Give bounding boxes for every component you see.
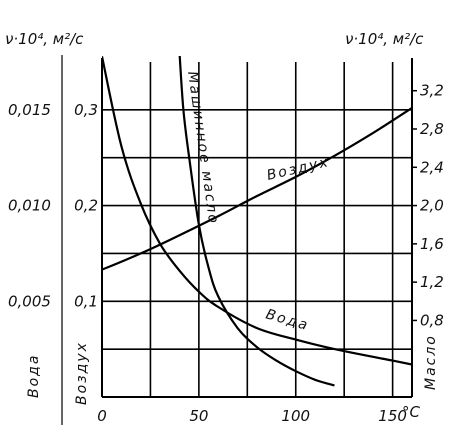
y-tick-label-oil: 1,6 (420, 235, 444, 253)
axis-name-air: Воздух (74, 341, 90, 405)
left-axis-title: ν·10⁴, м²/с (5, 30, 84, 48)
plot-frame (61, 55, 417, 425)
y-tick-label-oil: 2,0 (420, 197, 444, 215)
y-tick-label-oil: 1,2 (420, 273, 444, 291)
x-tick-label: 150 (378, 407, 407, 425)
y-tick-label-air: 0,1 (74, 292, 98, 310)
series-label-oil: Машинное масло (184, 70, 221, 226)
y-tick-label-air: 0,3 (74, 101, 98, 119)
x-axis-unit: °C (402, 403, 421, 421)
tick-labels: 0 50 100 150 0,005 0,010 0,015 0,1 0,2 0,3 0,8 1,2 1… (8, 82, 444, 425)
series-label-water: Вода (264, 306, 311, 334)
y-tick-label-water: 0,010 (8, 197, 51, 215)
series-line-2 (178, 56, 335, 387)
axis-name-oil: Масло (423, 334, 439, 390)
series-group (102, 56, 412, 387)
grid (102, 62, 412, 397)
x-tick-label: 100 (281, 407, 310, 425)
y-tick-label-water: 0,005 (8, 292, 51, 310)
y-tick-label-air: 0,2 (74, 197, 98, 215)
y-tick-label-oil: 3,2 (420, 82, 444, 100)
y-tick-label-oil: 0,8 (420, 311, 444, 329)
y-tick-label-water: 0,015 (8, 101, 51, 119)
axis-name-water: Вода (26, 354, 42, 398)
series-line-0 (102, 56, 412, 366)
x-tick-label: 0 (97, 407, 107, 425)
right-axis-title: ν·10⁴, м²/с (345, 30, 424, 48)
y-tick-label-oil: 2,8 (420, 120, 444, 138)
series-line-1 (102, 106, 412, 271)
y-tick-label-oil: 2,4 (420, 158, 444, 176)
x-tick-label: 50 (189, 407, 208, 425)
